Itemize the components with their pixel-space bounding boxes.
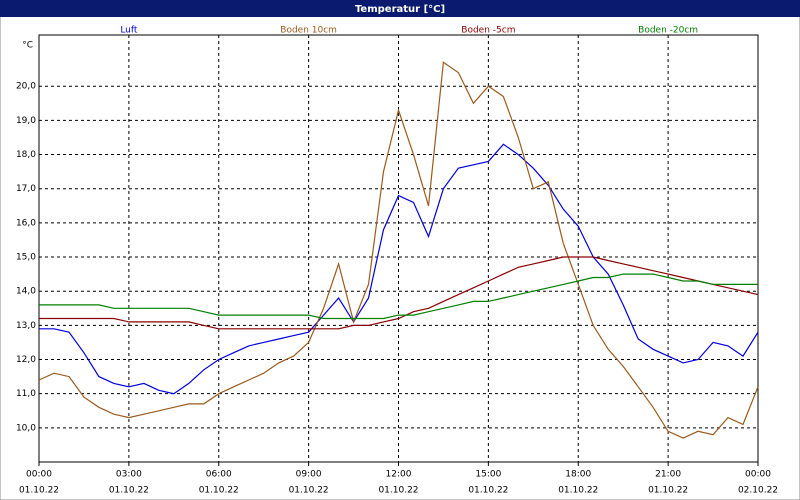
- x-tick-date: 01.10.22: [558, 486, 598, 496]
- title-bar: [0, 0, 800, 17]
- chart-title: Temperatur [°C]: [355, 4, 445, 15]
- plot-frame: [38, 34, 759, 463]
- series-line: [39, 273, 758, 320]
- y-unit: °C: [22, 41, 33, 51]
- x-tick-date: 01.10.22: [289, 486, 329, 496]
- y-tick-label: 10,0: [16, 423, 36, 433]
- x-tick-date: 01.10.22: [468, 486, 508, 496]
- x-tick-label: 00:00: [26, 470, 52, 480]
- y-tick-label: 19,0: [16, 116, 36, 126]
- series-line: [39, 256, 759, 330]
- x-tick-date: 01.10.22: [378, 486, 418, 496]
- x-tick-label: 21:00: [655, 470, 681, 480]
- x-tick-label: 18:00: [565, 470, 591, 480]
- legend-entry: Luft: [120, 26, 138, 36]
- y-tick-label: 11,0: [16, 389, 36, 399]
- x-tick-label: 06:00: [206, 470, 232, 480]
- x-tick-label: 12:00: [386, 470, 412, 480]
- y-tick-label: 18,0: [16, 150, 36, 160]
- legend-entry: Boden -5cm: [461, 26, 515, 36]
- x-tick-date: 01.10.22: [109, 486, 149, 496]
- y-tick-label: 13,0: [16, 321, 36, 331]
- x-tick-label: 00:00: [745, 470, 771, 480]
- y-tick-label: 17,0: [16, 184, 36, 194]
- y-tick-label: 12,0: [16, 355, 36, 365]
- y-tick-label: 16,0: [16, 218, 36, 228]
- x-tick-label: 15:00: [475, 470, 501, 480]
- x-tick-date: 01.10.22: [199, 486, 239, 496]
- x-tick-date: 01.10.22: [19, 486, 59, 496]
- y-tick-label: 20,0: [16, 82, 36, 92]
- series-line: [38, 61, 759, 439]
- y-tick-label: 14,0: [16, 287, 36, 297]
- x-tick-label: 03:00: [116, 470, 142, 480]
- x-tick-date: 01.10.22: [648, 486, 688, 496]
- y-tick-label: 15,0: [16, 253, 36, 263]
- series-line: [39, 143, 759, 395]
- x-tick-date: 02.10.22: [738, 486, 778, 496]
- legend-entry: Boden 10cm: [280, 26, 337, 36]
- legend-entry: Boden -20cm: [638, 26, 698, 36]
- x-tick-label: 09:00: [296, 470, 322, 480]
